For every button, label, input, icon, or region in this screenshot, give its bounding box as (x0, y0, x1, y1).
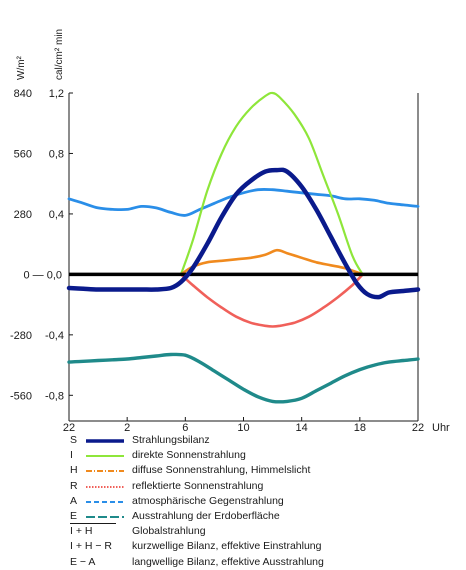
y-tick-label-zero: 0 — 0,0 (23, 269, 62, 281)
legend-label: reflektierte Sonnenstrahlung (132, 479, 264, 492)
legend-label: diffuse Sonnenstrahlung, Himmelslicht (132, 464, 311, 477)
legend-label: Ausstrahlung der Erdoberfläche (132, 509, 280, 522)
y-tick-label-cal: -0,4 (45, 330, 64, 342)
legend-separator (70, 523, 116, 525)
x-tick-labels: 22 2 6 10 14 18 22 Uhr (63, 417, 450, 432)
radiation-chart: W/m² cal/cm² min 840 1,2 560 0,8 280 0,4 0 — 0… (10, 29, 450, 432)
y-tick-label-wm2: 840 (14, 88, 32, 100)
x-tick-label: 18 (354, 422, 366, 432)
legend-label: direkte Sonnenstrahlung (132, 449, 246, 462)
y-tick-label-wm2: -560 (10, 390, 32, 402)
legend-combo-item: I + H Globalstrahlung (70, 524, 460, 539)
y-axis-label-cal: cal/cm² min (54, 29, 65, 80)
legend-symbol: I (70, 449, 73, 462)
legend-combo-symbol: I + H (70, 525, 93, 538)
series-line-A (67, 188, 420, 217)
legend-symbol: H (70, 464, 78, 477)
y-tick-label-wm2: 560 (14, 148, 32, 160)
series-line-I (179, 91, 364, 276)
series-line-H (179, 248, 364, 276)
series-line-E (67, 352, 420, 404)
x-tick-label: 2 (124, 422, 130, 432)
x-axis-unit: Uhr (432, 422, 450, 432)
plot-area (66, 91, 421, 422)
legend-combo-label: kurzwellige Bilanz, effektive Einstrahlu… (132, 540, 322, 553)
legend-swatch (86, 500, 124, 503)
legend-combo-symbol: I + H − R (70, 540, 113, 553)
legend-symbol: A (70, 494, 78, 507)
y-tick-label-cal: 0,8 (49, 148, 64, 160)
y-tick-label-cal: 1,2 (49, 88, 64, 100)
legend-combo-label: langwellige Bilanz, effektive Ausstrahlu… (132, 555, 324, 568)
y-tick-label-wm2: -280 (10, 330, 32, 342)
x-tick-label: 22 (63, 422, 75, 432)
legend-symbol: R (70, 479, 78, 492)
y-tick-label-cal: -0,8 (45, 390, 64, 402)
legend-item: E Ausstrahlung der Erdoberfläche (70, 509, 460, 524)
legend-swatch (86, 485, 124, 488)
legend-symbol: S (70, 434, 78, 446)
axis-labels: W/m² cal/cm² min (16, 29, 65, 80)
series-line-S (66, 167, 421, 300)
x-tick-label: 6 (182, 422, 188, 432)
y-tick-labels: 840 1,2 560 0,8 280 0,4 0 — 0,0 -280 -0,4 -560 -0,… (10, 88, 64, 402)
x-tick-label: 22 (412, 422, 424, 432)
x-tick-label: 14 (296, 422, 308, 432)
legend-combo-symbol: E − A (70, 555, 96, 568)
y-axis-label-wm2: W/m² (16, 55, 27, 80)
legend-label: Strahlungsbilanz (132, 434, 210, 446)
legend-swatch (86, 515, 124, 518)
legend-combo-label: Globalstrahlung (132, 525, 206, 538)
legend-symbol: E (70, 509, 78, 522)
legend-swatch (86, 439, 124, 443)
y-tick-label-wm2: 280 (14, 209, 32, 221)
legend-item: S Strahlungsbilanz (70, 433, 460, 448)
legend-swatch (86, 455, 124, 458)
legend-label: atmosphärische Gegenstrahlung (132, 494, 284, 507)
legend-combo-item: E − A langwellige Bilanz, effektive Ausst… (70, 555, 460, 570)
series-line-R (179, 273, 364, 328)
x-tick-label: 10 (237, 422, 249, 432)
legend-combo-item: I + H − R kurzwellige Bilanz, effektive E… (70, 539, 460, 554)
legend-swatch (86, 470, 124, 473)
y-tick-label-cal: 0,4 (49, 209, 64, 221)
